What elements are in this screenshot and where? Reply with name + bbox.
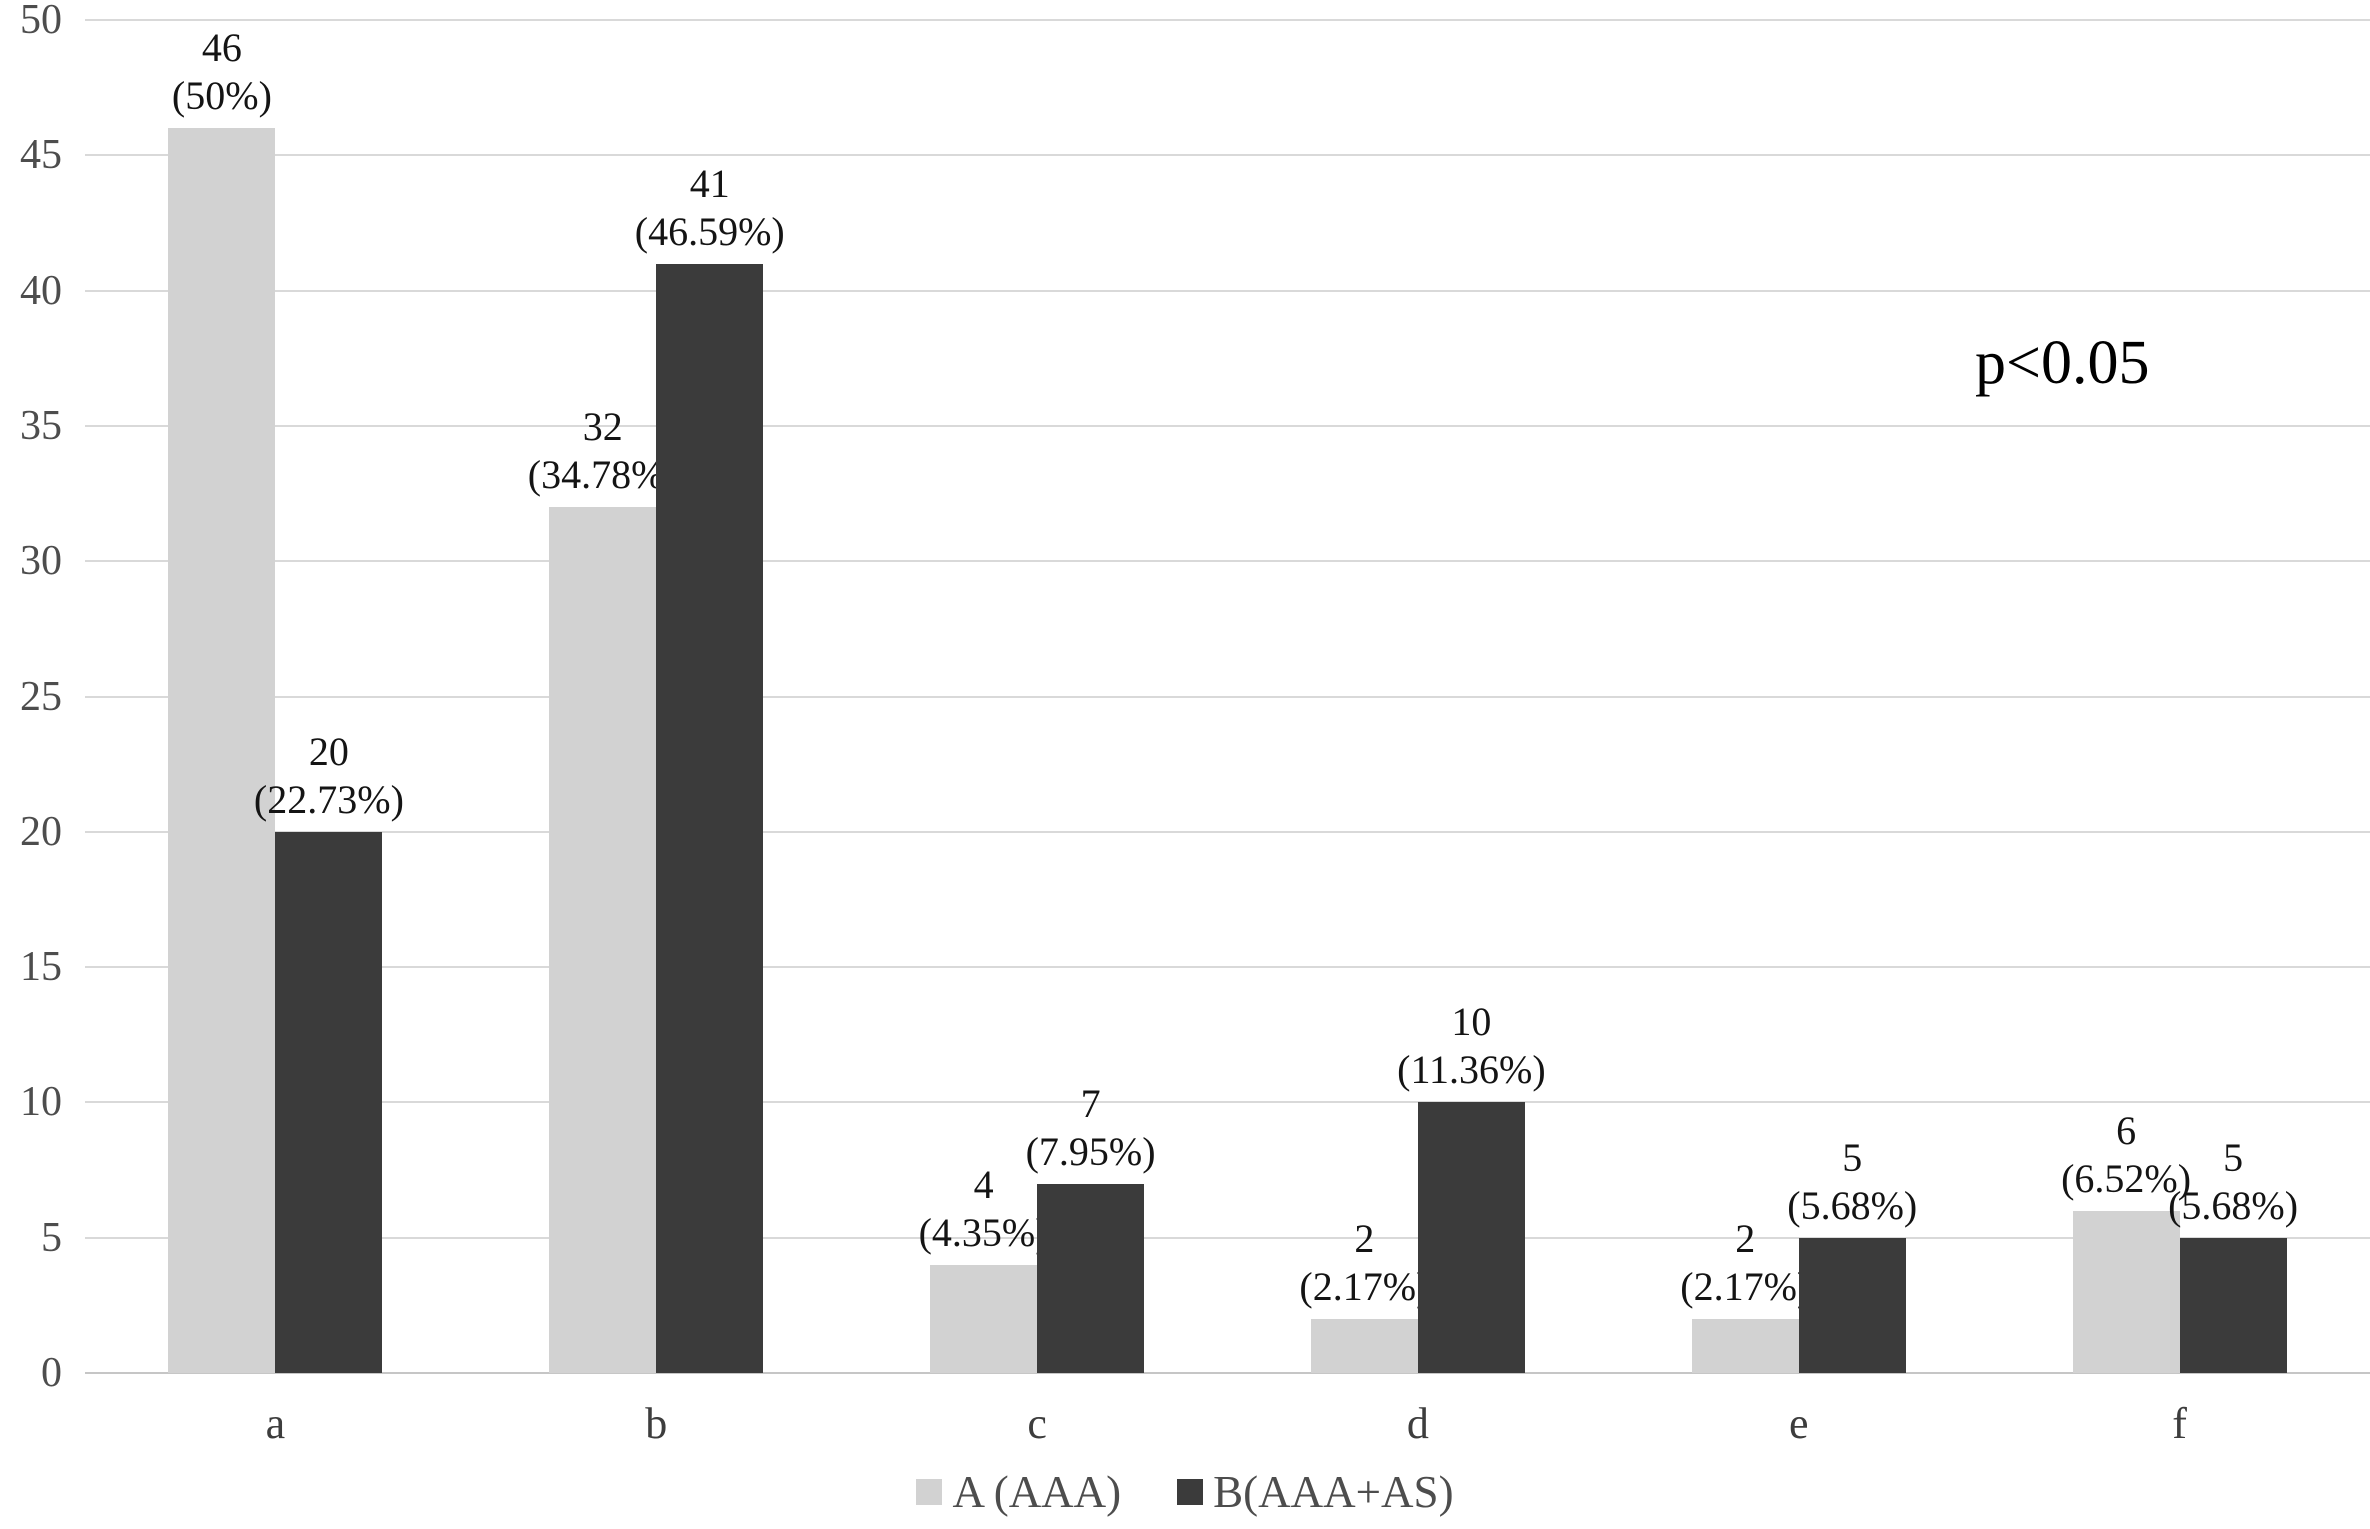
bar-value-label: 5 (5.68%) bbox=[2053, 1134, 2370, 1230]
bar-value-label-line: (5.68%) bbox=[1787, 1182, 1918, 1228]
gridline bbox=[85, 560, 2370, 563]
legend-label: B(AAA+AS) bbox=[1213, 1467, 1454, 1517]
bar-value-label: 7 (7.95%) bbox=[911, 1080, 1271, 1176]
x-tick-label: b bbox=[645, 1399, 668, 1448]
bar-d-series-a bbox=[1310, 1318, 1418, 1373]
bar-value-label-line: 6 bbox=[2116, 1107, 2137, 1153]
bar-e-series-b bbox=[1798, 1237, 1906, 1373]
y-tick-label: 10 bbox=[20, 1079, 62, 1126]
bar-e-series-a bbox=[1691, 1318, 1799, 1373]
gridline bbox=[85, 966, 2370, 969]
x-tick-label: d bbox=[1406, 1399, 1429, 1448]
bar-a-series-b bbox=[275, 831, 383, 1373]
bar-b-series-a bbox=[549, 507, 657, 1373]
legend-swatch bbox=[1177, 1479, 1204, 1505]
bar-value-label-line: (7.95%) bbox=[1025, 1128, 1156, 1174]
bar-value-label-line: 2 bbox=[1735, 1215, 1756, 1261]
legend: A (AAA) B(AAA+AS) bbox=[0, 1462, 2370, 1522]
bar-value-label: 4 (4.35%) bbox=[804, 1161, 1164, 1257]
y-tick-label: 15 bbox=[20, 944, 62, 991]
x-tick-label: a bbox=[265, 1399, 286, 1448]
bar-value-label: 2 (2.17%) bbox=[1565, 1215, 1925, 1311]
bar-value-label-line: 32 bbox=[582, 404, 623, 450]
gridline bbox=[85, 830, 2370, 833]
bar-value-label-line: 5 bbox=[2223, 1134, 2244, 1180]
bar-value-label-line: 4 bbox=[973, 1161, 994, 1207]
bar-value-label-line: 5 bbox=[1842, 1134, 1863, 1180]
y-tick-label: 5 bbox=[41, 1214, 62, 1261]
gridline bbox=[85, 424, 2370, 427]
bar-value-label-line: (5.68%) bbox=[2168, 1182, 2299, 1228]
y-tick-label: 20 bbox=[20, 808, 62, 855]
gridline bbox=[85, 1101, 2370, 1104]
gridline bbox=[85, 19, 2370, 21]
bar-c-series-a bbox=[930, 1264, 1038, 1373]
bar-value-label: 2 (2.17%) bbox=[1184, 1215, 1544, 1311]
bar-value-label-line: (46.59%) bbox=[634, 208, 785, 254]
gridline bbox=[85, 695, 2370, 698]
bar-f-series-b bbox=[2179, 1237, 2287, 1373]
legend-label: A (AAA) bbox=[952, 1467, 1122, 1517]
legend-item: A (AAA) bbox=[916, 1466, 1121, 1518]
y-tick-label: 45 bbox=[20, 132, 62, 179]
bar-a-series-a bbox=[168, 128, 276, 1373]
bar-value-label-line: 7 bbox=[1080, 1080, 1101, 1126]
bar-value-label: 41 (46.59%) bbox=[530, 160, 890, 256]
bar-value-label-line: (6.52%) bbox=[2061, 1155, 2192, 1201]
y-tick-label: 30 bbox=[20, 538, 62, 585]
legend-swatch bbox=[916, 1479, 943, 1505]
bar-value-label-line: (2.17%) bbox=[1299, 1263, 1430, 1309]
bar-value-label-line: (22.73%) bbox=[253, 776, 404, 822]
y-tick-label: 0 bbox=[41, 1350, 62, 1396]
legend-item: B(AAA+AS) bbox=[1177, 1466, 1454, 1518]
p-value-annotation: p<0.05 bbox=[1975, 329, 2150, 397]
bar-value-label: 6 (6.52%) bbox=[1946, 1107, 2306, 1203]
y-tick-label: 35 bbox=[20, 402, 62, 449]
gridline bbox=[85, 289, 2370, 292]
y-tick-label: 50 bbox=[20, 0, 62, 43]
bar-value-label-line: (2.17%) bbox=[1680, 1263, 1811, 1309]
bar-value-label: 32 (34.78%) bbox=[423, 403, 783, 499]
bar-value-label: 20 (22.73%) bbox=[149, 728, 509, 824]
gridline bbox=[85, 1372, 2370, 1374]
bar-f-series-a bbox=[2072, 1210, 2180, 1373]
bar-value-label: 5 (5.68%) bbox=[1672, 1134, 2032, 1230]
y-tick-label: 40 bbox=[20, 267, 62, 314]
bar-c-series-b bbox=[1037, 1183, 1145, 1373]
x-tick-label: e bbox=[1788, 1399, 1809, 1448]
bar-value-label-line: 41 bbox=[689, 160, 730, 206]
bar-value-label-line: 10 bbox=[1451, 999, 1492, 1045]
bar-value-label-line: 46 bbox=[201, 25, 242, 71]
bar-b-series-b bbox=[656, 263, 764, 1373]
bar-value-label-line: (50%) bbox=[171, 73, 272, 119]
gridline bbox=[85, 1236, 2370, 1239]
bar-value-label-line: 20 bbox=[308, 728, 349, 774]
y-tick-label: 25 bbox=[20, 673, 62, 720]
bar-value-label-line: (4.35%) bbox=[918, 1209, 1049, 1255]
bar-value-label-line: (11.36%) bbox=[1397, 1047, 1546, 1093]
bar-value-label: 10 (11.36%) bbox=[1291, 998, 1651, 1094]
x-tick-label: c bbox=[1027, 1399, 1047, 1448]
bar-value-label-line: (34.78%) bbox=[527, 452, 678, 498]
bar-value-label: 46 (50%) bbox=[42, 24, 402, 120]
gridline bbox=[85, 154, 2370, 157]
bar-value-label-line: 2 bbox=[1354, 1215, 1375, 1261]
x-tick-label: f bbox=[2172, 1399, 2187, 1448]
bar-d-series-b bbox=[1417, 1102, 1525, 1373]
